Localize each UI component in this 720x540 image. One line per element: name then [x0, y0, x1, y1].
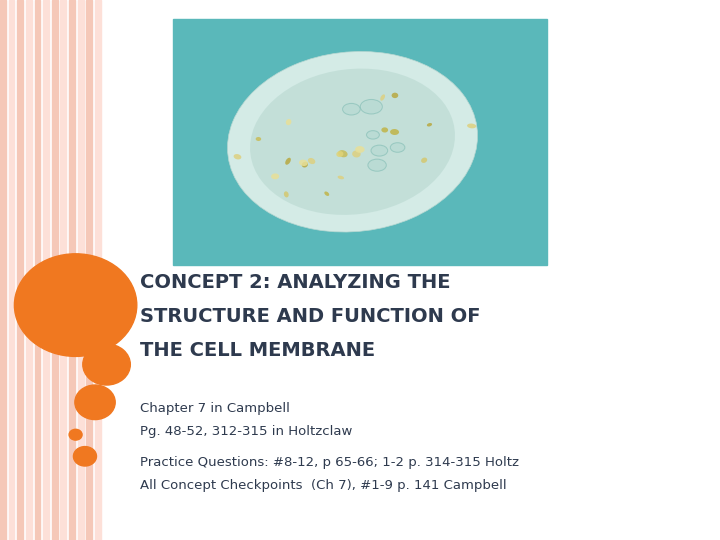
Ellipse shape: [369, 160, 385, 171]
Ellipse shape: [467, 124, 476, 129]
Ellipse shape: [228, 51, 477, 232]
Ellipse shape: [343, 104, 359, 114]
Ellipse shape: [338, 150, 348, 157]
Ellipse shape: [380, 94, 385, 100]
Ellipse shape: [355, 146, 364, 153]
Ellipse shape: [392, 93, 398, 98]
Ellipse shape: [390, 129, 399, 135]
Ellipse shape: [83, 344, 130, 385]
Bar: [52, 0, 58, 540]
Ellipse shape: [361, 100, 381, 113]
Bar: [26, 0, 32, 540]
Text: CONCEPT 2: ANALYZING THE: CONCEPT 2: ANALYZING THE: [140, 273, 451, 292]
Bar: [35, 0, 40, 540]
Ellipse shape: [382, 127, 388, 132]
Text: All Concept Checkpoints  (Ch 7), #1-9 p. 141 Campbell: All Concept Checkpoints (Ch 7), #1-9 p. …: [140, 479, 507, 492]
Bar: [43, 0, 49, 540]
Ellipse shape: [338, 176, 344, 179]
Text: THE CELL MEMBRANE: THE CELL MEMBRANE: [140, 341, 376, 360]
Ellipse shape: [14, 254, 137, 356]
Ellipse shape: [352, 151, 361, 158]
Ellipse shape: [256, 137, 261, 141]
Ellipse shape: [271, 173, 279, 179]
Bar: [95, 0, 101, 540]
Ellipse shape: [299, 160, 308, 166]
Ellipse shape: [250, 69, 455, 215]
Ellipse shape: [284, 191, 289, 198]
Ellipse shape: [421, 158, 427, 163]
Bar: [17, 0, 23, 540]
Ellipse shape: [233, 154, 241, 159]
Text: Pg. 48-52, 312-315 in Holtzclaw: Pg. 48-52, 312-315 in Holtzclaw: [140, 425, 353, 438]
Ellipse shape: [324, 192, 329, 196]
Ellipse shape: [302, 161, 308, 167]
Bar: [78, 0, 84, 540]
Bar: [9, 0, 14, 540]
Ellipse shape: [75, 385, 115, 420]
Ellipse shape: [367, 131, 379, 139]
Bar: [173, 19, 547, 265]
Ellipse shape: [286, 119, 292, 125]
Text: STRUCTURE AND FUNCTION OF: STRUCTURE AND FUNCTION OF: [140, 307, 481, 326]
Ellipse shape: [69, 429, 82, 440]
Ellipse shape: [372, 146, 387, 156]
Bar: [60, 0, 66, 540]
Bar: [0, 0, 6, 540]
Bar: [69, 0, 75, 540]
Ellipse shape: [308, 158, 315, 164]
Ellipse shape: [285, 158, 291, 165]
Ellipse shape: [391, 143, 404, 152]
Ellipse shape: [336, 151, 343, 157]
Text: Chapter 7 in Campbell: Chapter 7 in Campbell: [140, 402, 290, 415]
Ellipse shape: [73, 447, 96, 466]
Text: Practice Questions: #8-12, p 65-66; 1-2 p. 314-315 Holtz: Practice Questions: #8-12, p 65-66; 1-2 …: [140, 456, 519, 469]
Bar: [86, 0, 92, 540]
Ellipse shape: [427, 123, 432, 126]
